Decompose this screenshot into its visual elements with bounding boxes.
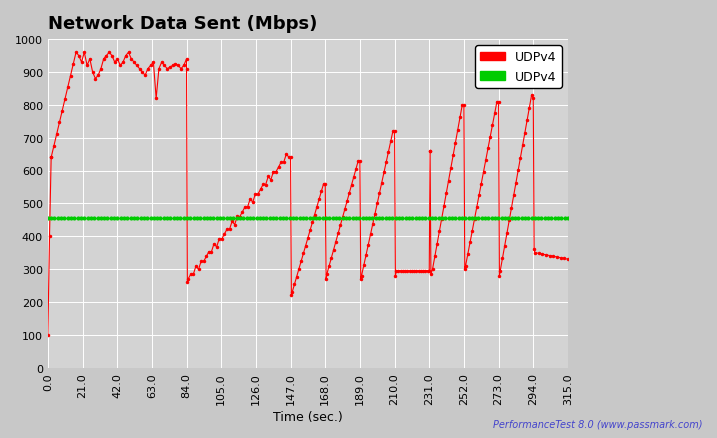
Legend: UDPv4, UDPv4: UDPv4, UDPv4 (475, 46, 561, 88)
X-axis label: Time (sec.): Time (sec.) (273, 410, 343, 423)
Text: Network Data Sent (Mbps): Network Data Sent (Mbps) (48, 15, 317, 33)
Text: PerformanceTest 8.0 (www.passmark.com): PerformanceTest 8.0 (www.passmark.com) (493, 419, 703, 429)
